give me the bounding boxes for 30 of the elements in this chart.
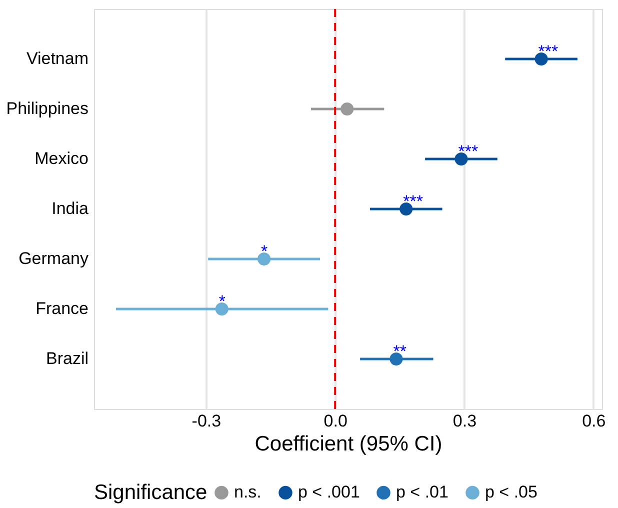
- point: [400, 202, 413, 216]
- y-tick-label: Vietnam: [26, 49, 88, 68]
- x-tick-label: -0.3: [192, 412, 222, 430]
- annotation: ***: [458, 142, 478, 161]
- y-tick-label: Brazil: [46, 349, 88, 368]
- annotation: *: [218, 292, 226, 311]
- y-tick-label: Mexico: [34, 149, 88, 168]
- annotation: ***: [538, 42, 559, 61]
- legend-label: p < .001: [298, 482, 360, 502]
- legend-label: p < .05: [485, 482, 538, 502]
- annotation: ***: [403, 192, 424, 211]
- y-tick-label: France: [36, 299, 88, 318]
- point: [258, 252, 271, 266]
- point: [215, 302, 228, 316]
- x-tick-label: 0.6: [582, 412, 606, 430]
- legend-label: p < .01: [396, 482, 448, 502]
- legend-label: n.s.: [234, 482, 262, 502]
- annotation: **: [393, 342, 407, 361]
- legend-title: Significance: [94, 481, 208, 504]
- x-tick-label: 0.0: [324, 412, 348, 430]
- y-tick-label: Germany: [18, 249, 89, 268]
- point: [534, 52, 548, 66]
- point: [390, 352, 403, 366]
- point: [454, 152, 468, 166]
- annotation: *: [261, 242, 268, 261]
- y-tick-label: India: [52, 199, 90, 218]
- x-tick-label: 0.3: [452, 412, 477, 430]
- y-tick-label: Philippines: [6, 99, 88, 118]
- point: [340, 102, 354, 116]
- x-axis-title: Coefficient (95% CI): [254, 432, 442, 456]
